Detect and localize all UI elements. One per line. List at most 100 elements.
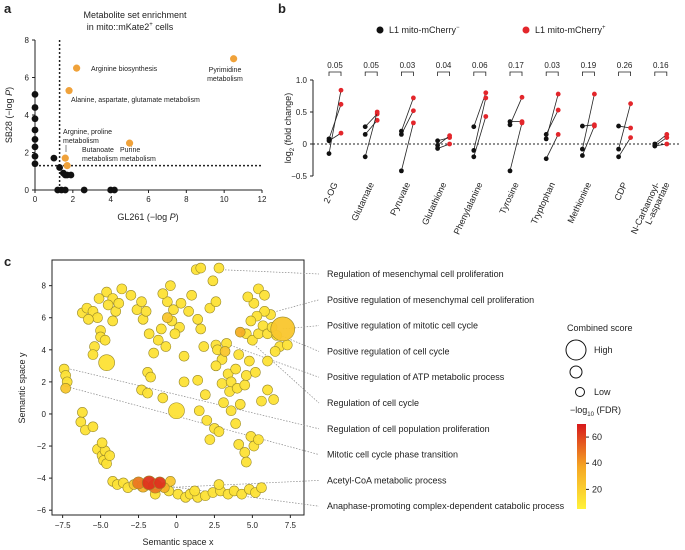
size-legend-high-circle	[565, 339, 587, 361]
b-point-neg	[652, 143, 658, 149]
c-bubble	[92, 312, 103, 324]
c-xtick-label: 5.0	[247, 521, 259, 530]
c-xtick-label: 7.5	[285, 521, 297, 530]
a-point-black	[31, 160, 39, 168]
c-term-label: Regulation of cell cycle	[327, 398, 419, 408]
b-point-neg	[543, 156, 549, 162]
size-legend-high-label: High	[594, 345, 613, 355]
c-bubble	[216, 378, 228, 389]
label-butanoate-line1: Butanoate	[82, 147, 114, 154]
c-bubble	[241, 456, 252, 468]
label-pyrimidine-line2: metabolism	[207, 76, 243, 83]
a-point-black	[111, 186, 118, 194]
b-pair-line	[473, 116, 487, 157]
b-pvalue-bracket	[437, 71, 450, 76]
a-ytick-label: 4	[25, 111, 30, 120]
size-legend-mid-circle	[569, 365, 583, 379]
panel-c-ylabel: Semantic space y	[17, 352, 27, 424]
fdr-tick-label: 40	[592, 458, 602, 468]
size-legend-low-label: Low	[594, 387, 611, 397]
c-ytick-label: 6	[42, 314, 47, 323]
c-bubble	[198, 341, 210, 352]
c-bubble	[192, 374, 204, 386]
a-xtick-label: 4	[108, 195, 113, 204]
b-point-neg	[507, 122, 513, 128]
c-term-label: Positive regulation of mitotic cell cycl…	[327, 321, 478, 331]
c-bubble	[183, 306, 194, 317]
color-legend-bar	[577, 424, 586, 509]
b-point-neg	[616, 154, 621, 160]
b-category-label: Pyruvate	[388, 181, 412, 217]
b-point-neg	[435, 146, 440, 151]
c-bubble	[233, 439, 245, 450]
b-pvalue-bracket	[545, 71, 559, 76]
b-point-neg	[616, 146, 621, 152]
a-point-black	[80, 186, 88, 194]
b-pvalue-label: 0.26	[617, 61, 633, 70]
b-pvalue-label: 0.19	[581, 61, 597, 70]
b-point-pos	[483, 90, 489, 96]
panel-a-ylabel: SB28 (−log P)	[4, 87, 14, 143]
c-xtick-label: −7.5	[55, 521, 71, 530]
b-point-neg	[580, 146, 585, 152]
panel-a-scatter: 0 2 4 6 8 10 12 0 2 4 6 8 Arginine biosynthesis Ala…	[25, 36, 267, 204]
c-bubble	[140, 306, 152, 317]
b-point-neg	[326, 151, 332, 157]
c-bubble	[256, 395, 267, 407]
b-point-pos	[592, 91, 597, 97]
color-legend-title: −log10 (FDR)	[570, 405, 621, 418]
c-leader-line	[270, 299, 320, 314]
c-leader-line	[70, 368, 320, 430]
panel-b-letter: b	[278, 1, 286, 16]
c-bubble	[219, 346, 231, 357]
c-bubble	[168, 304, 179, 316]
b-pvalue-label: 0.05	[327, 61, 343, 70]
c-bubble	[201, 415, 213, 426]
c-bubble	[234, 399, 246, 410]
c-bubble	[93, 293, 105, 304]
c-bubble	[241, 370, 252, 381]
c-bubble	[113, 298, 125, 309]
b-category-label: 2-OG	[321, 181, 339, 205]
c-bubble	[153, 476, 167, 490]
a-point-black	[31, 115, 39, 123]
a-point-black	[31, 143, 39, 151]
c-bubble	[210, 296, 222, 307]
a-ytick-label: 8	[25, 36, 30, 45]
c-bubble	[270, 316, 296, 342]
b-point-pos	[447, 133, 452, 139]
b-point-pos	[555, 107, 561, 113]
c-bubble	[107, 315, 119, 327]
b-point-neg	[362, 132, 368, 137]
c-bubble	[239, 447, 251, 458]
c-bubble	[186, 289, 197, 301]
b-category-label: Tryptophan	[529, 181, 557, 226]
c-bubble	[160, 341, 172, 352]
c-term-label: Mitotic cell cycle phase transition	[327, 450, 458, 460]
b-group-glutamate: 0.05 Glutamate	[349, 61, 380, 222]
b-point-neg	[399, 128, 404, 134]
b-point-pos	[555, 91, 561, 97]
a-point-black	[31, 90, 39, 98]
c-bubble	[102, 299, 114, 311]
a-point-black	[31, 152, 39, 160]
a-point-black	[67, 171, 75, 179]
c-term-label: Regulation of cell population proliferat…	[327, 424, 490, 434]
b-point-pos	[592, 123, 597, 129]
a-ytick-label: 0	[25, 186, 30, 195]
b-point-neg	[580, 123, 585, 129]
c-ytick-label: 8	[42, 282, 47, 291]
b-point-pos	[338, 87, 344, 93]
b-point-neg	[507, 168, 513, 174]
c-bubble	[213, 262, 225, 274]
c-term-label: Positive regulation of cell cycle	[327, 346, 450, 356]
panel-c-bubble-chart: −7.5 −5.0 −2.5 0 2.5 5.0 7.5 −6 −4 −2 0 2 4 6 8 Regula…	[37, 259, 565, 530]
a-xtick-label: 8	[184, 195, 189, 204]
c-bubble	[262, 384, 273, 396]
b-group-tryptophan: 0.03 Tryptophan	[529, 61, 561, 226]
b-point-neg	[362, 124, 368, 130]
panel-c-size-legend: Combined score High Low	[565, 323, 633, 397]
b-point-neg	[326, 136, 332, 142]
c-bubble	[213, 479, 225, 490]
